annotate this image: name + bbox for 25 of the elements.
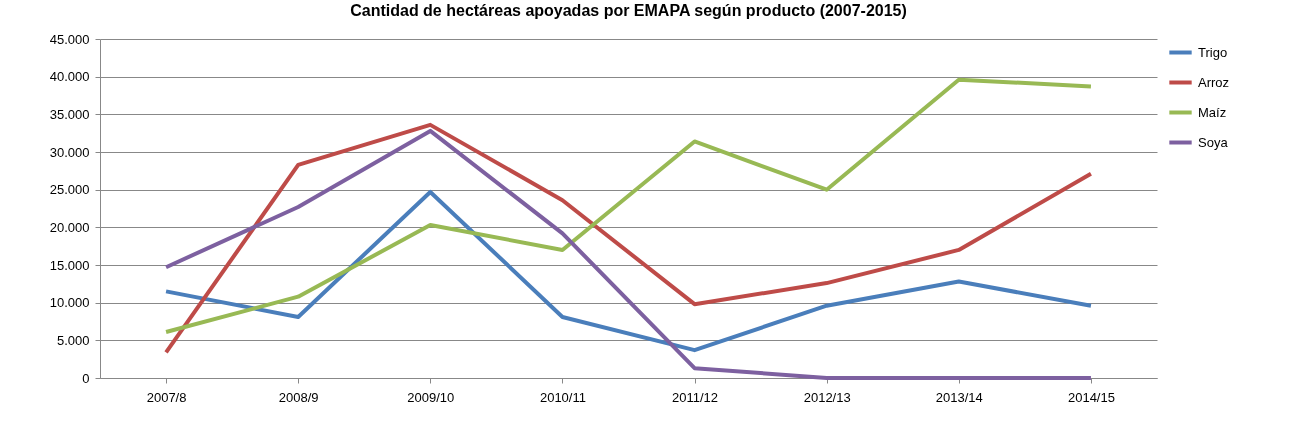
legend-label: Soya [1198,134,1229,150]
x-tick-label: 2012/13 [803,389,851,405]
legend-label: Maíz [1198,104,1227,120]
x-tick-label: 2008/9 [278,389,319,405]
legend-label: Trigo [1198,44,1228,60]
x-tick-label: 2014/15 [1067,389,1115,405]
x-tick-label: 2007/8 [146,389,187,405]
y-tick-label: 25.000 [49,182,90,198]
y-tick-label: 15.000 [49,257,90,273]
x-tick-label: 2013/14 [935,389,983,405]
x-tick-label: 2011/12 [672,389,719,405]
y-tick-label: 5.000 [56,332,90,348]
x-tick-label: 2009/10 [407,389,455,405]
y-tick-label: 20.000 [49,219,90,235]
chart-title: Cantidad de hectáreas apoyadas por EMAPA según producto (2007-2015) [350,2,907,19]
y-tick-label: 0 [82,370,90,386]
y-tick-label: 45.000 [49,31,90,47]
line-series [164,189,1093,353]
y-tick-label: 30.000 [49,144,90,160]
y-tick-label: 10.000 [49,295,90,311]
y-tick-label: 35.000 [49,106,90,122]
line-series [164,77,1093,335]
x-tick-label: 2010/11 [539,389,586,405]
legend-label: Arroz [1198,74,1230,90]
y-tick-label: 40.000 [49,69,90,85]
